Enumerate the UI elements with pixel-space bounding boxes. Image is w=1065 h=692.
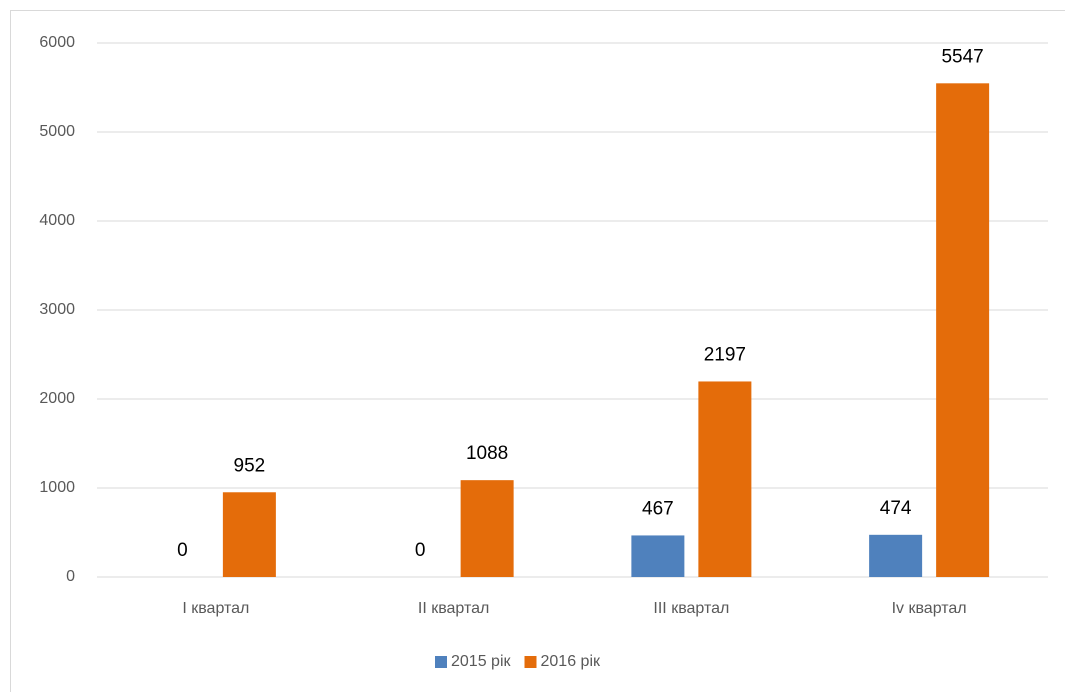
x-tick-label: Iv квартал (892, 600, 967, 617)
legend-swatch (524, 656, 537, 668)
y-tick-label: 2000 (39, 390, 75, 407)
y-tick-label: 5000 (39, 123, 75, 140)
data-label: 5547 (941, 46, 983, 67)
y-tick-label: 3000 (39, 301, 75, 318)
bar (869, 534, 923, 577)
bar (698, 381, 752, 577)
data-label: 0 (415, 540, 426, 561)
data-label: 1088 (466, 443, 508, 464)
bar (460, 480, 514, 577)
legend-label: 2015 рік (451, 653, 511, 670)
y-tick-label: 4000 (39, 212, 75, 229)
data-label: 0 (177, 540, 188, 561)
x-tick-label: II квартал (418, 600, 489, 617)
y-tick-label: 6000 (39, 34, 75, 51)
y-tick-label: 0 (66, 568, 75, 585)
data-label: 952 (234, 455, 266, 476)
chart-border (10, 10, 1065, 692)
x-tick-label: III квартал (653, 600, 729, 617)
data-label: 467 (642, 498, 674, 519)
bar (222, 492, 276, 577)
bar (631, 535, 685, 577)
bar (936, 83, 990, 577)
x-tick-label: I квартал (182, 600, 249, 617)
legend-label: 2016 рік (541, 653, 601, 670)
legend-swatch (435, 656, 447, 668)
data-label: 474 (880, 498, 912, 519)
data-label: 2197 (704, 344, 746, 365)
y-tick-label: 1000 (39, 479, 75, 496)
